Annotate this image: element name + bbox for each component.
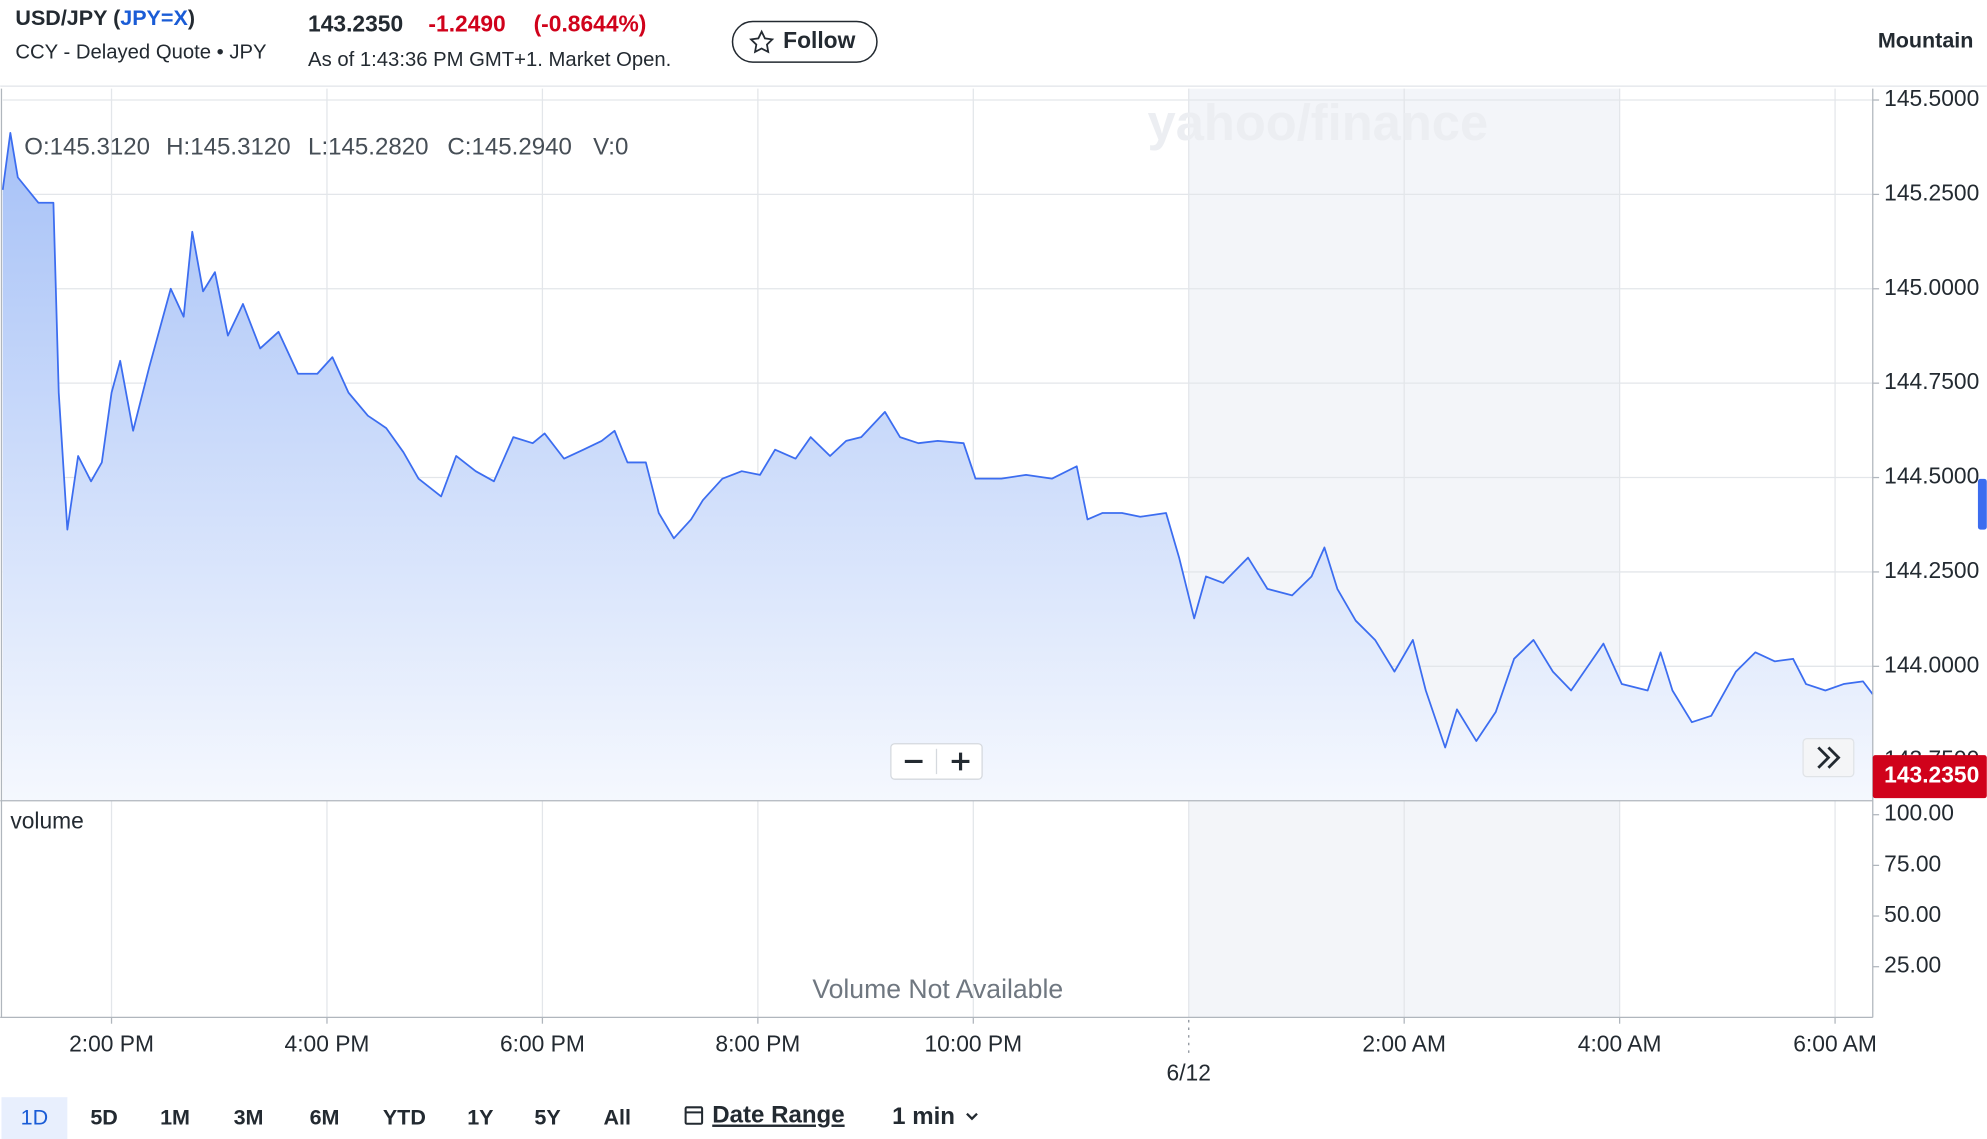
interval: 1 min (892, 1103, 955, 1130)
zoom-in[interactable] (951, 752, 970, 771)
watermark: yahoo/finance (1148, 94, 1489, 151)
plot (1, 132, 1874, 801)
as-of: As of 1:43:36 PM GMT+1. Market Open. (308, 49, 671, 71)
range-button[interactable]: 1Y (467, 1105, 493, 1129)
x-tick-label: 2:00 PM (69, 1030, 154, 1056)
price-area (2, 132, 1873, 801)
x-tick-label: 8:00 PM (715, 1030, 800, 1056)
x-tick-label: 6:00 AM (1793, 1030, 1877, 1056)
subtitle: CCY - Delayed Quote • JPY (15, 42, 267, 64)
follow-label: Follow (783, 27, 855, 53)
y-tick-label: 145.0000 (1884, 274, 1979, 300)
symbol-title: USD/JPY (JPY=X) (15, 6, 195, 30)
range-button[interactable]: 5Y (534, 1105, 560, 1129)
price-tag-label: 143.2350 (1884, 762, 1979, 788)
mountain-toggle[interactable]: Mountain (1878, 28, 1974, 52)
zoom-controls (890, 743, 983, 780)
change: -1.2490 (428, 10, 505, 36)
x-tick-label: 2:00 AM (1362, 1030, 1446, 1056)
symbol-link[interactable]: JPY=X (120, 6, 188, 30)
volume-tick-label: 100.00 (1884, 800, 1954, 826)
side-tab[interactable] (1977, 478, 1987, 530)
ohlc-value: H:145.3120 (166, 134, 290, 161)
range-button[interactable]: 1D (21, 1105, 49, 1129)
range-button[interactable]: 3M (234, 1105, 264, 1129)
volume-tick-label: 75.00 (1884, 850, 1941, 876)
volume-label: volume (10, 807, 84, 833)
volume-label-bg (2, 803, 110, 842)
range-button[interactable]: 5D (90, 1105, 118, 1129)
price: 143.2350 (308, 10, 403, 36)
ohlc-readout: O:145.3120 H:145.3120 L:145.2820 C:145.2940… (24, 134, 628, 161)
y-tick-label: 144.2500 (1884, 557, 1979, 583)
range-selector: 1D 5D 1M 3M 6M YTD 1Y 5Y All (1, 1097, 631, 1139)
range-button[interactable]: All (603, 1105, 631, 1129)
range-button[interactable]: 1M (160, 1105, 190, 1129)
ohlc-value: C:145.2940 (447, 134, 571, 161)
price-line (1, 132, 1874, 749)
volume-tick-label: 25.00 (1884, 952, 1941, 978)
change-percent: (-0.8644%) (534, 10, 647, 36)
y-tick-label: 145.2500 (1884, 179, 1979, 205)
x-tick-label: 6:00 PM (500, 1030, 585, 1056)
y-tick-label: 144.5000 (1884, 463, 1979, 489)
price-tag-bg (1872, 755, 1987, 799)
y-tick-label: 144.0000 (1884, 651, 1979, 677)
title-prefix: USD/JPY ( (15, 6, 121, 30)
follow-button[interactable]: Follow (731, 20, 878, 63)
scroll-end-button[interactable] (1802, 738, 1855, 778)
ohlc-value: L:145.2820 (308, 134, 428, 161)
x-tick-label: 10:00 PM (925, 1030, 1023, 1056)
current-price-tag: 143.2350 (1872, 755, 1987, 799)
date-range-button[interactable]: Date Range (684, 1102, 845, 1129)
x-tick-label: 4:00 AM (1578, 1030, 1662, 1056)
date-range: Date Range (712, 1102, 844, 1129)
chevron (966, 1112, 978, 1121)
title-suffix: ) (188, 6, 195, 30)
range-button[interactable]: 6M (310, 1105, 340, 1129)
y-tick-label: 145.5000 (1884, 85, 1979, 111)
range-button[interactable]: YTD (383, 1105, 426, 1129)
volume-annotation: Volume Not Available (812, 974, 1063, 1004)
x-tick-label: 4:00 PM (285, 1030, 370, 1056)
star-icon (749, 29, 775, 54)
scroll-icon (1817, 746, 1841, 769)
y-tick-label: 144.7500 (1884, 368, 1979, 394)
ohlc-value: O:145.3120 (24, 134, 150, 161)
ohlc-value: V:0 (593, 134, 628, 161)
calendar-icon (684, 1106, 704, 1125)
x-tick-label: 6/12 (1167, 1059, 1211, 1085)
range-selected-bg (1, 1097, 68, 1139)
interval-button[interactable]: 1 min (892, 1103, 978, 1130)
volume-tick-label: 50.00 (1884, 901, 1941, 927)
